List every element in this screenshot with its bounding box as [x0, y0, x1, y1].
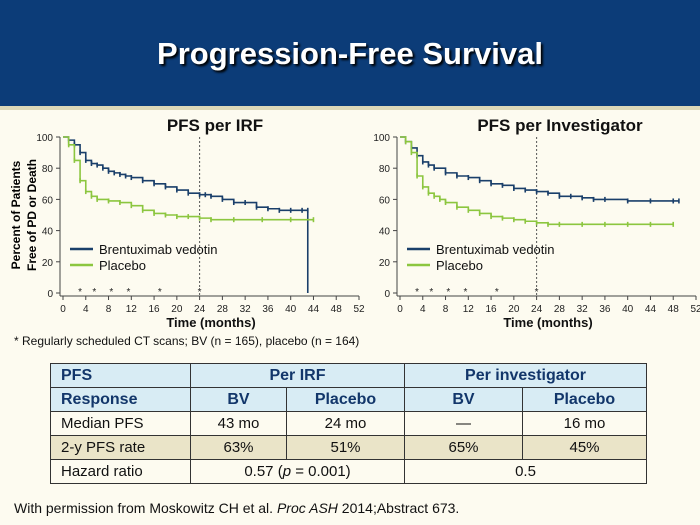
- y-tick-label: 80: [379, 164, 391, 175]
- table-header-cell: Placebo: [522, 387, 647, 412]
- y-tick-label: 20: [379, 258, 391, 269]
- y-tick-label: 0: [47, 289, 53, 300]
- table-cell: —: [404, 411, 523, 436]
- table-header-cell: Placebo: [286, 387, 405, 412]
- x-tick-label: 48: [331, 304, 343, 315]
- x-tick-label: 16: [149, 304, 161, 315]
- x-tick-label: 40: [285, 304, 297, 315]
- x-tick-label: 48: [668, 304, 680, 315]
- ct-scan-marker: *: [127, 287, 131, 298]
- table-header-cell: Per investigator: [404, 363, 647, 388]
- table-cell: 65%: [404, 435, 523, 460]
- y-tick-label: 80: [42, 164, 54, 175]
- pfs-table: PFS Per IRF Per investigator Response BV…: [50, 363, 647, 484]
- ct-scan-marker: *: [198, 287, 202, 298]
- x-tick-label: 52: [353, 304, 365, 315]
- table-cell: Hazard ratio: [50, 459, 191, 484]
- ct-scan-marker: *: [415, 287, 419, 298]
- x-tick-label: 8: [106, 304, 112, 315]
- x-tick-label: 32: [240, 304, 252, 315]
- ct-scan-marker: *: [109, 287, 113, 298]
- x-axis-label: Time (months): [166, 315, 255, 330]
- x-tick-label: 4: [83, 304, 89, 315]
- x-tick-label: 28: [554, 304, 566, 315]
- ct-scan-marker: *: [446, 287, 450, 298]
- table-cell: 24 mo: [286, 411, 405, 436]
- x-tick-label: 16: [486, 304, 498, 315]
- ct-scan-marker: *: [535, 287, 539, 298]
- banner-divider: [0, 106, 700, 110]
- table-header-cell: PFS: [50, 363, 191, 388]
- y-tick-label: 0: [384, 289, 390, 300]
- x-tick-label: 40: [622, 304, 634, 315]
- table-header-cell: Response: [50, 387, 191, 412]
- legend-label: Brentuximab vedotin: [436, 242, 555, 257]
- table-header-cell: BV: [404, 387, 523, 412]
- title-banner: [0, 0, 700, 110]
- table-header-cell: Per IRF: [190, 363, 405, 388]
- x-tick-label: 44: [645, 304, 657, 315]
- chart-title-irf: PFS per IRF: [166, 116, 264, 135]
- table-cell: 0.57 (p = 0.001): [190, 459, 405, 484]
- table-header-row: PFS Per IRF Per investigator: [50, 363, 647, 388]
- x-tick-label: 28: [217, 304, 229, 315]
- chart-title-investigator: PFS per Investigator: [477, 116, 643, 135]
- x-tick-label: 52: [690, 304, 700, 315]
- x-tick-label: 44: [308, 304, 320, 315]
- y-axis-label-line1: Percent of Patients: [9, 160, 23, 269]
- ct-scan-marker: *: [92, 287, 96, 298]
- ct-scan-marker: *: [495, 287, 499, 298]
- table-cell: 2-y PFS rate: [50, 435, 191, 460]
- x-tick-label: 36: [599, 304, 611, 315]
- x-tick-label: 4: [420, 304, 426, 315]
- legend-label: Placebo: [436, 258, 483, 273]
- x-axis-label: Time (months): [503, 315, 592, 330]
- x-tick-label: 8: [443, 304, 449, 315]
- table-cell: 63%: [190, 435, 287, 460]
- y-tick-label: 60: [379, 195, 391, 206]
- table-cell: Median PFS: [50, 411, 191, 436]
- km-curve-bv: [400, 136, 679, 202]
- y-tick-label: 60: [42, 195, 54, 206]
- km-curve-bv: [63, 136, 309, 293]
- table-subheader-row: Response BV Placebo BV Placebo: [50, 387, 647, 412]
- x-tick-label: 24: [531, 304, 543, 315]
- x-tick-label: 20: [508, 304, 520, 315]
- table-cell: 51%: [286, 435, 405, 460]
- slide-title: Progression-Free Survival: [157, 36, 543, 71]
- table-row: Median PFS 43 mo 24 mo — 16 mo: [50, 411, 647, 436]
- x-tick-label: 24: [194, 304, 206, 315]
- x-tick-label: 32: [577, 304, 589, 315]
- table-cell: 45%: [522, 435, 647, 460]
- footnote: * Regularly scheduled CT scans; BV (n = …: [14, 334, 360, 348]
- y-tick-label: 20: [42, 258, 54, 269]
- ct-scan-marker: *: [464, 287, 468, 298]
- x-tick-label: 12: [463, 304, 475, 315]
- y-tick-label: 40: [42, 227, 54, 238]
- y-tick-label: 40: [379, 227, 391, 238]
- table-cell: 0.5: [404, 459, 647, 484]
- y-axis-label-line2: Free of PD or Death: [25, 159, 39, 271]
- legend-label: Brentuximab vedotin: [99, 242, 218, 257]
- y-tick-label: 100: [373, 133, 390, 144]
- legend-label: Placebo: [99, 258, 146, 273]
- x-tick-label: 20: [171, 304, 183, 315]
- x-tick-label: 36: [262, 304, 274, 315]
- x-tick-label: 0: [397, 304, 403, 315]
- table-row: Hazard ratio 0.57 (p = 0.001) 0.5: [50, 459, 647, 484]
- ct-scan-marker: *: [429, 287, 433, 298]
- y-axis-label: Percent of Patients Free of PD or Death: [2, 140, 42, 290]
- ct-scan-marker: *: [158, 287, 162, 298]
- table-cell: 16 mo: [522, 411, 647, 436]
- x-tick-label: 0: [60, 304, 66, 315]
- y-tick-label: 100: [36, 133, 53, 144]
- credit-line: With permission from Moskowitz CH et al.…: [14, 500, 460, 516]
- table-row: 2-y PFS rate 63% 51% 65% 45%: [50, 435, 647, 460]
- table-cell: 43 mo: [190, 411, 287, 436]
- ct-scan-marker: *: [78, 287, 82, 298]
- table-header-cell: BV: [190, 387, 287, 412]
- x-tick-label: 12: [126, 304, 138, 315]
